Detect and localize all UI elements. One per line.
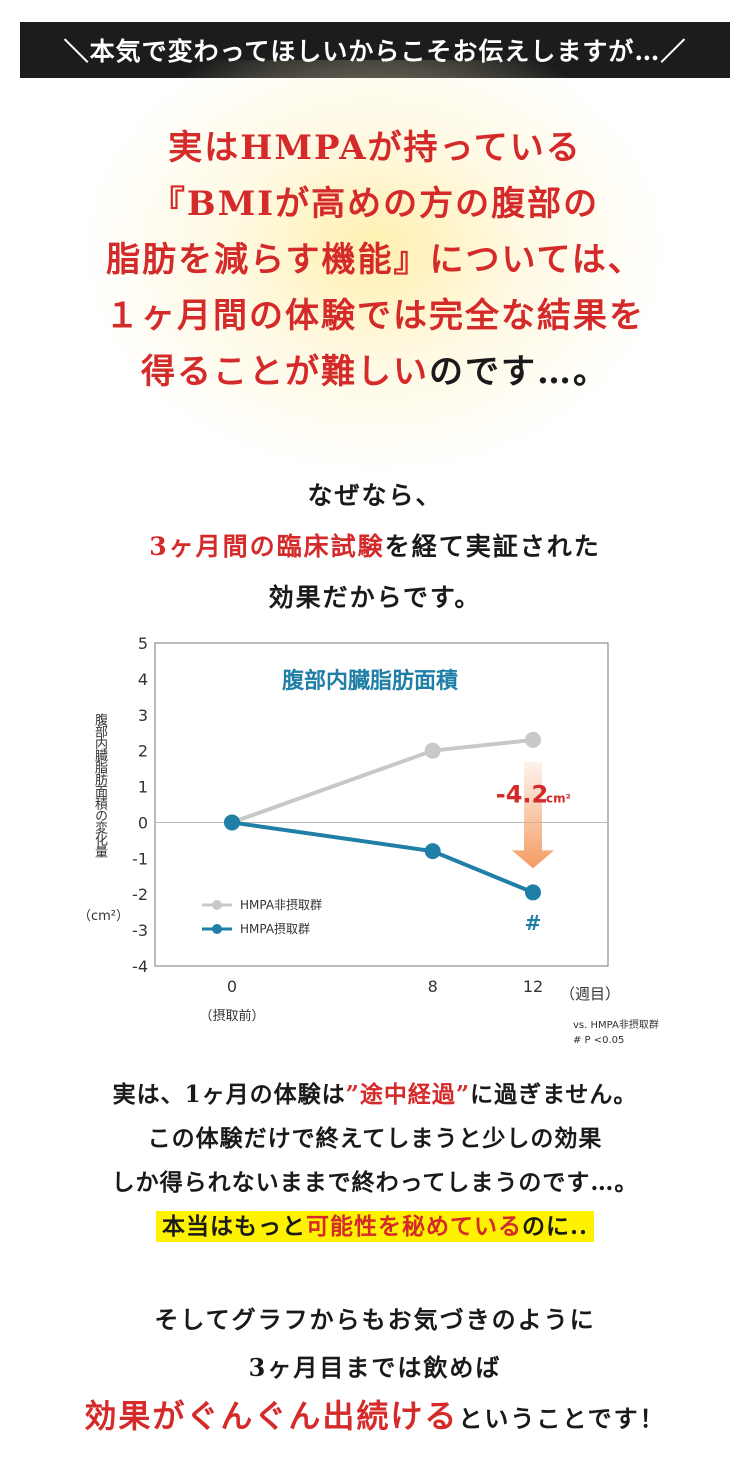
headline-line-3: 脂肪を減らす機能』については、 — [106, 240, 644, 280]
explanation-line-1: 実は、1ヶ月の体験は”途中経過”に過ぎません。 — [0, 1073, 750, 1117]
reason-line-2: 3ヶ月間の臨床試験を経て実証された — [0, 521, 750, 572]
explanation-line-1-b: に過ぎません。 — [470, 1081, 638, 1108]
headline-line-5-dark: のです…。 — [429, 352, 609, 392]
chart-legend-label: HMPA摂取群 — [240, 921, 310, 936]
chart-y-tick-label: 0 — [138, 813, 148, 832]
chart-y-tick-label: 3 — [138, 706, 148, 725]
chart-y-tick-label: -1 — [132, 849, 148, 868]
headline-line-4: １ヶ月間の体験では完全な結果を — [105, 296, 645, 336]
chart-legend-label: HMPA非摂取群 — [240, 897, 322, 912]
conclusion-line-2: 3ヶ月目までは飲めば — [248, 1353, 502, 1382]
chart-decrease-arrow — [512, 761, 554, 869]
chart-y-tick-label: -4 — [132, 957, 148, 976]
headline-line-1: 実はHMPAが持っている — [168, 128, 582, 168]
headline-line-5-red: 得ることが難しい — [141, 352, 429, 392]
chart-footnote-1: vs. HMPA非摂取群 — [573, 1018, 659, 1031]
reason-line-1: なぜなら、 — [307, 481, 443, 510]
visceral-fat-chart: 5 4 3 2 1 0 -1 -2 -3 -4 0 8 12 （摂取前） （週目） 腹部内臓脂肪面積 -4.2 c… — [78, 625, 720, 1055]
highlight-part-red: 可能性を秘めている — [305, 1213, 522, 1240]
headline: 実はHMPAが持っている 『BMIが高めの方の腹部の 脂肪を減らす機能』について… — [0, 120, 750, 400]
headline-line-2: 『BMIが高めの方の腹部の — [150, 184, 600, 224]
highlight-part-a: 本当はもっと — [161, 1213, 306, 1240]
explanation-line-1-red: ”途中経過” — [345, 1081, 471, 1108]
chart-y-tick-label: 2 — [138, 742, 148, 761]
chart-y-tick-label: 5 — [138, 634, 148, 653]
conclusion-block: そしてグラフからもお気づきのように 3ヶ月目までは飲めば 効果がぐんぐん出続ける… — [0, 1296, 750, 1443]
chart-x-axis-label: （週目） — [560, 985, 620, 1003]
chart-footnote-2: # P <0.05 — [573, 1035, 624, 1046]
chart-x-tick-label: 12 — [523, 977, 543, 996]
chart-x-tick-label: 8 — [428, 977, 438, 996]
conclusion-line-1: そしてグラフからもお気づきのように — [154, 1305, 596, 1334]
chart-x-tick-label: 0 — [227, 977, 237, 996]
chart-y-axis-label: 腹部内臓脂肪面積の変化量 — [92, 713, 107, 857]
chart-y-tick-label: 4 — [138, 670, 148, 689]
chart-data-point — [525, 731, 541, 748]
chart-legend-marker — [212, 899, 222, 910]
headline-line-5: 得ることが難しいのです…。 — [0, 344, 750, 400]
chart-data-point — [525, 884, 541, 901]
chart-title: 腹部内臓脂肪面積 — [282, 668, 459, 694]
explanation-line-2: この体験だけで終えてしまうと少しの効果 — [147, 1125, 603, 1152]
chart-y-tick-label: -3 — [132, 921, 148, 940]
highlighted-text: 本当はもっと可能性を秘めているのに.. — [155, 1211, 594, 1242]
chart-canvas: 5 4 3 2 1 0 -1 -2 -3 -4 0 8 12 （摂取前） （週目） 腹部内臓脂肪面積 -4.2c… — [132, 634, 659, 1046]
chart-annotation-unit: cm² — [546, 792, 571, 806]
background-glow — [75, 60, 675, 480]
explanation-block: 実は、1ヶ月の体験は”途中経過”に過ぎません。 この体験だけで終えてしまうと少し… — [0, 1073, 750, 1249]
reason-line-2-red: 3ヶ月間の臨床試験 — [149, 532, 385, 561]
chart-data-point — [224, 814, 240, 831]
conclusion-line-3-rest: ということです！ — [458, 1404, 666, 1433]
chart-y-tick-label: 1 — [138, 778, 148, 797]
chart-annotation-value: -4.2 — [496, 781, 548, 809]
chart-significance-mark: # — [525, 911, 542, 935]
conclusion-line-3: 効果がぐんぐん出続けるということです！ — [0, 1392, 750, 1443]
chart-data-point — [424, 843, 441, 860]
highlight-part-b: のに.. — [521, 1213, 588, 1240]
chart-data-point — [424, 742, 441, 759]
explanation-line-3: しか得られないままで終わってしまうのです…。 — [111, 1169, 639, 1196]
chart-legend-marker — [212, 923, 222, 934]
reason-line-3: 効果だからです。 — [268, 583, 482, 612]
chart-y-axis-unit: （cm²） — [78, 909, 130, 924]
explanation-line-4: 本当はもっと可能性を秘めているのに.. — [0, 1205, 750, 1249]
explanation-line-1-a: 実は、1ヶ月の体験は — [112, 1081, 346, 1108]
reason-block: なぜなら、 3ヶ月間の臨床試験を経て実証された 効果だからです。 — [0, 470, 750, 623]
chart-x-sublabel: （摂取前） — [199, 1008, 264, 1024]
conclusion-line-3-red: 効果がぐんぐん出続ける — [84, 1397, 459, 1435]
reason-line-2-rest: を経て実証された — [384, 532, 601, 561]
chart-y-tick-label: -2 — [132, 885, 148, 904]
